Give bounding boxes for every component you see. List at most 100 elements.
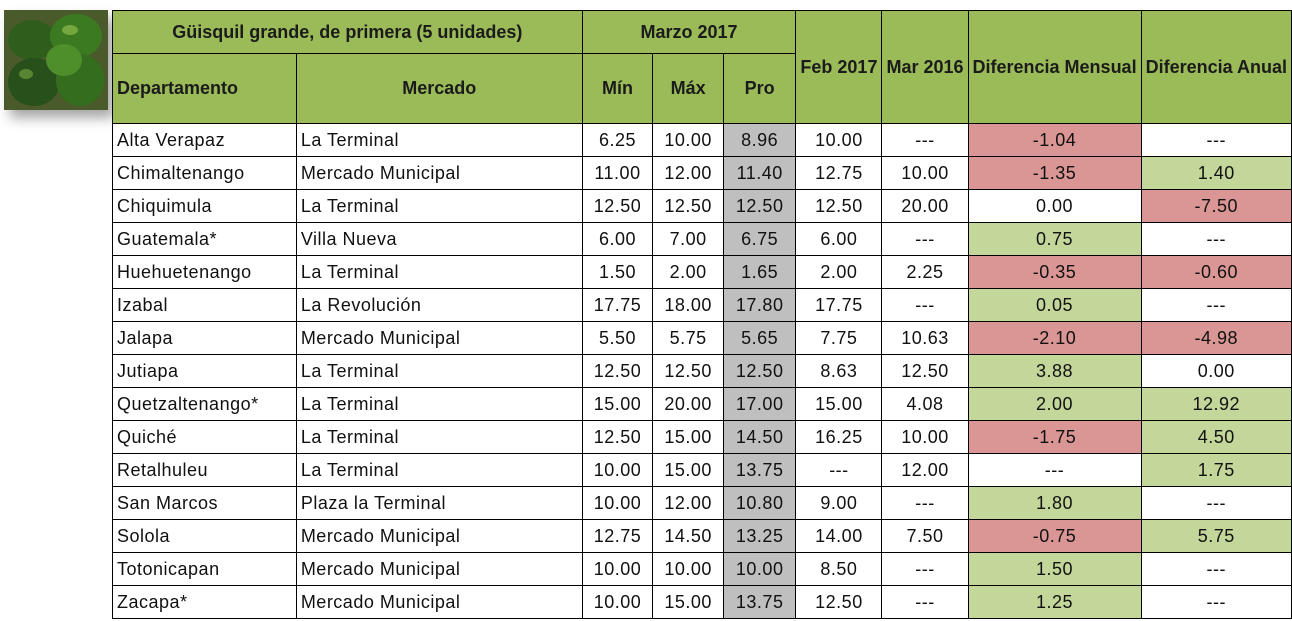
table-cell: 10.00 bbox=[582, 487, 653, 520]
table-cell: Izabal bbox=[113, 289, 297, 322]
table-cell: 6.75 bbox=[723, 223, 795, 256]
data-row: Guatemala*Villa Nueva6.007.006.756.00---… bbox=[113, 223, 1292, 256]
table-cell: 15.00 bbox=[653, 421, 724, 454]
table-cell: -4.98 bbox=[1141, 322, 1291, 355]
table-cell: 18.00 bbox=[653, 289, 724, 322]
table-cell: 7.75 bbox=[796, 322, 882, 355]
table-cell: 15.00 bbox=[796, 388, 882, 421]
table-cell: 11.00 bbox=[582, 157, 653, 190]
table-cell: La Terminal bbox=[296, 421, 582, 454]
table-cell: 5.65 bbox=[723, 322, 795, 355]
table-cell: 7.00 bbox=[653, 223, 724, 256]
data-row: HuehuetenangoLa Terminal1.502.001.652.00… bbox=[113, 256, 1292, 289]
data-row: TotonicapanMercado Municipal10.0010.0010… bbox=[113, 553, 1292, 586]
table-cell: 8.50 bbox=[796, 553, 882, 586]
table-cell: 1.40 bbox=[1141, 157, 1291, 190]
table-cell: 12.00 bbox=[882, 454, 968, 487]
header-cell: Mín bbox=[582, 54, 653, 124]
table-cell: 15.00 bbox=[653, 454, 724, 487]
table-cell: 12.00 bbox=[653, 157, 724, 190]
table-cell: 20.00 bbox=[653, 388, 724, 421]
header-text: Diferencia Anual bbox=[1146, 56, 1287, 78]
table-cell: Villa Nueva bbox=[296, 223, 582, 256]
table-cell: 12.50 bbox=[582, 421, 653, 454]
table-cell: -0.60 bbox=[1141, 256, 1291, 289]
table-cell: 4.50 bbox=[1141, 421, 1291, 454]
table-cell: --- bbox=[1141, 289, 1291, 322]
table-cell: --- bbox=[1141, 124, 1291, 157]
table-cell: 12.75 bbox=[796, 157, 882, 190]
table-cell: 1.80 bbox=[968, 487, 1141, 520]
table-cell: Huehuetenango bbox=[113, 256, 297, 289]
table-cell: --- bbox=[1141, 487, 1291, 520]
table-cell: 10.00 bbox=[723, 553, 795, 586]
table-cell: -1.35 bbox=[968, 157, 1141, 190]
data-row: ChiquimulaLa Terminal12.5012.5012.5012.5… bbox=[113, 190, 1292, 223]
table-cell: La Terminal bbox=[296, 124, 582, 157]
table-cell: --- bbox=[882, 124, 968, 157]
table-cell: 9.00 bbox=[796, 487, 882, 520]
table-cell: 3.88 bbox=[968, 355, 1141, 388]
header-cell: Mar 2016 bbox=[882, 11, 968, 124]
table-cell: 12.50 bbox=[653, 190, 724, 223]
table-cell: Plaza la Terminal bbox=[296, 487, 582, 520]
table-cell: 1.75 bbox=[1141, 454, 1291, 487]
table-cell: 6.25 bbox=[582, 124, 653, 157]
table-cell: 5.75 bbox=[1141, 520, 1291, 553]
table-cell: La Terminal bbox=[296, 454, 582, 487]
table-cell: 1.50 bbox=[582, 256, 653, 289]
table-cell: 5.50 bbox=[582, 322, 653, 355]
table-cell: Jutiapa bbox=[113, 355, 297, 388]
table-cell: --- bbox=[796, 454, 882, 487]
table-cell: 13.75 bbox=[723, 454, 795, 487]
table-cell: 1.25 bbox=[968, 586, 1141, 619]
header-cell: Marzo 2017 bbox=[582, 11, 796, 54]
table-cell: 12.00 bbox=[653, 487, 724, 520]
table-cell: 7.50 bbox=[882, 520, 968, 553]
table-cell: --- bbox=[882, 553, 968, 586]
header-cell: Diferencia Anual bbox=[1141, 11, 1291, 124]
table-cell: Jalapa bbox=[113, 322, 297, 355]
table-cell: Mercado Municipal bbox=[296, 157, 582, 190]
header-cell: Feb 2017 bbox=[796, 11, 882, 124]
table-cell: 15.00 bbox=[582, 388, 653, 421]
table-cell: Chimaltenango bbox=[113, 157, 297, 190]
price-table: Güisquil grande, de primera (5 unidades)… bbox=[112, 10, 1292, 619]
table-cell: 13.75 bbox=[723, 586, 795, 619]
table-cell: Retalhuleu bbox=[113, 454, 297, 487]
header-cell: Diferencia Mensual bbox=[968, 11, 1141, 124]
table-cell: 2.00 bbox=[796, 256, 882, 289]
table-cell: Solola bbox=[113, 520, 297, 553]
table-cell: 4.08 bbox=[882, 388, 968, 421]
table-cell: 5.75 bbox=[653, 322, 724, 355]
table-cell: Mercado Municipal bbox=[296, 322, 582, 355]
table-cell: 15.00 bbox=[653, 586, 724, 619]
table-cell: 16.25 bbox=[796, 421, 882, 454]
table-cell: --- bbox=[1141, 586, 1291, 619]
table-cell: 0.05 bbox=[968, 289, 1141, 322]
table-cell: 12.50 bbox=[653, 355, 724, 388]
table-cell: 1.65 bbox=[723, 256, 795, 289]
table-cell: La Terminal bbox=[296, 190, 582, 223]
table-cell: 10.00 bbox=[582, 454, 653, 487]
header-row: Güisquil grande, de primera (5 unidades)… bbox=[113, 11, 1292, 54]
table-cell: 0.00 bbox=[968, 190, 1141, 223]
table-cell: 17.75 bbox=[582, 289, 653, 322]
table-cell: Mercado Municipal bbox=[296, 586, 582, 619]
table-cell: 12.50 bbox=[796, 586, 882, 619]
table-cell: --- bbox=[1141, 223, 1291, 256]
table-cell: Totonicapan bbox=[113, 553, 297, 586]
table-cell: La Terminal bbox=[296, 256, 582, 289]
table-cell: -0.35 bbox=[968, 256, 1141, 289]
table-cell: 2.25 bbox=[882, 256, 968, 289]
header-cell: Máx bbox=[653, 54, 724, 124]
table-cell: 12.50 bbox=[723, 355, 795, 388]
table-cell: Alta Verapaz bbox=[113, 124, 297, 157]
table-cell: 2.00 bbox=[968, 388, 1141, 421]
header-cell: Güisquil grande, de primera (5 unidades) bbox=[113, 11, 583, 54]
